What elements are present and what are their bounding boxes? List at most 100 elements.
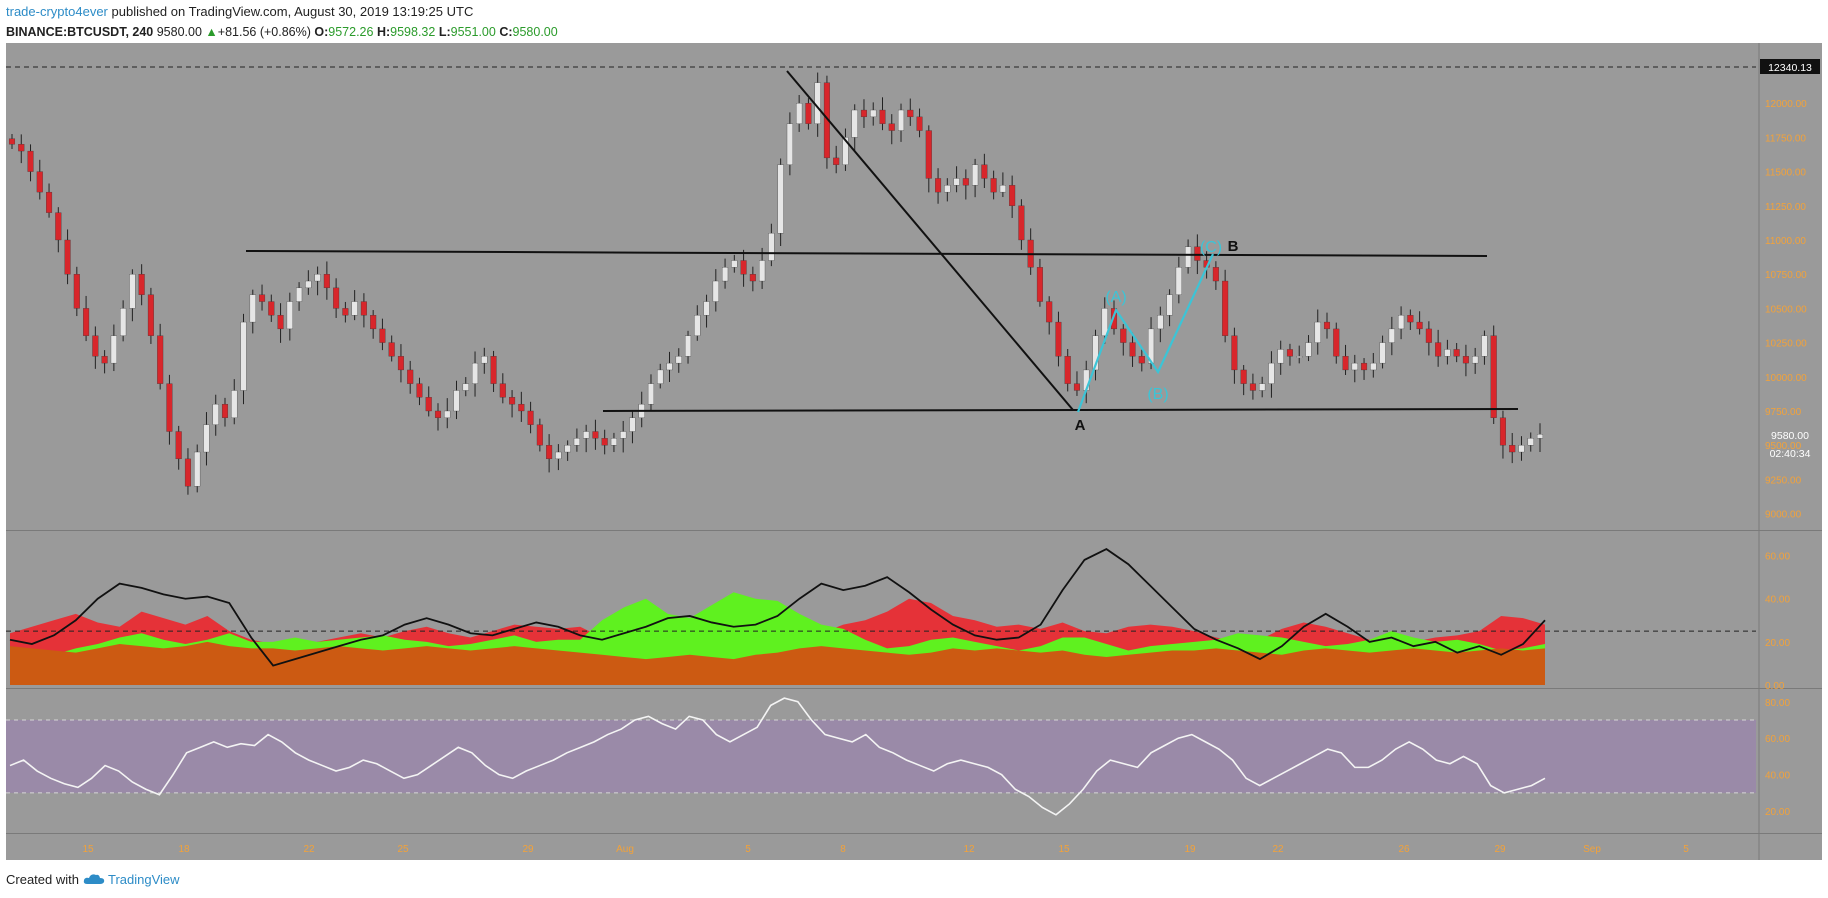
wave-label-A: A [1075, 417, 1086, 434]
candle [296, 287, 303, 302]
tradingview-cloud-icon [83, 874, 104, 884]
adx-tick-label: 0.00 [1765, 681, 1785, 692]
last-price: 9580.00 [156, 25, 202, 39]
published-text: published on TradingView.com, August 30,… [107, 4, 474, 19]
wave-label-paren-B: (B) [1147, 386, 1168, 403]
candle [444, 410, 451, 418]
candle [1231, 335, 1238, 371]
candle [1055, 321, 1062, 357]
candle [1175, 267, 1182, 295]
candle [1435, 342, 1442, 357]
candle [1110, 308, 1118, 330]
candle [212, 403, 219, 425]
rsi-line [9, 697, 1546, 816]
candle [583, 431, 590, 439]
candle [129, 274, 136, 309]
footer: Created with TradingView [6, 872, 180, 887]
candle [434, 410, 442, 418]
candle [305, 280, 312, 289]
wave-label-paren-C: (C) [1200, 239, 1222, 256]
candle [1407, 315, 1414, 323]
change-arrow-icon: ▲ [205, 25, 218, 39]
price-tick-label: 9000.00 [1765, 510, 1802, 521]
trend-line-0 [245, 250, 1488, 257]
candle [379, 328, 386, 343]
candle [666, 362, 673, 371]
candle [546, 445, 553, 460]
candle [981, 164, 988, 179]
countdown-label: 02:40:34 [1770, 448, 1811, 460]
candle [1064, 356, 1071, 384]
high-label: H: [376, 25, 391, 39]
time-tick-label: 25 [397, 844, 409, 855]
candle [972, 164, 979, 186]
candle [564, 445, 571, 453]
candle [490, 356, 497, 384]
candle [592, 431, 599, 439]
adx-tick-label: 40.00 [1765, 595, 1790, 606]
candle [259, 294, 266, 302]
candle [1009, 185, 1016, 206]
candle [472, 362, 479, 384]
candle [935, 178, 942, 193]
candle [1453, 349, 1460, 357]
adx-tick-label: 20.00 [1765, 638, 1790, 649]
trend-line-1 [602, 408, 1519, 412]
candle [55, 212, 62, 241]
candle [1444, 349, 1451, 357]
candle [907, 109, 914, 118]
candle [240, 321, 247, 391]
candle [277, 315, 284, 330]
price-tick-label: 11500.00 [1765, 168, 1806, 179]
rsi-tick-label: 80.00 [1765, 698, 1790, 709]
candle [1240, 369, 1247, 384]
symbol-label[interactable]: BINANCE:BTCUSDT, 240 [6, 25, 154, 39]
candle [1036, 267, 1043, 302]
candle [1481, 335, 1488, 357]
open-label: O: [314, 25, 329, 39]
candles-group [8, 72, 1544, 495]
candle [1129, 342, 1136, 357]
candle [712, 280, 719, 302]
candle [1157, 315, 1164, 330]
tradingview-logo-text[interactable]: TradingView [108, 872, 180, 887]
high-price-label: 12340.13 [1768, 62, 1812, 74]
candle [397, 356, 404, 371]
candle [1314, 321, 1321, 343]
candle [1259, 383, 1266, 391]
candle [647, 383, 655, 405]
adx-line [9, 548, 1546, 667]
candle [1333, 328, 1340, 357]
close-value: 9580.00 [512, 25, 558, 39]
time-tick-label: 22 [1272, 844, 1284, 855]
time-tick-label: 5 [1683, 844, 1689, 855]
price-tick-label: 9250.00 [1765, 475, 1802, 486]
wave-label-B: B [1228, 238, 1239, 255]
time-tick-label: Aug [616, 844, 634, 855]
ohlc-legend: BINANCE:BTCUSDT, 240 9580.00 ▲+81.56 (+0… [6, 24, 558, 40]
candle [194, 451, 201, 487]
candle [388, 342, 395, 357]
author-link[interactable]: trade-crypto4ever [6, 4, 108, 19]
candle [8, 138, 16, 145]
candle [675, 356, 682, 364]
candle [1120, 328, 1127, 343]
candle [249, 294, 256, 323]
candle [370, 315, 377, 330]
candle [1185, 246, 1192, 268]
candle [221, 403, 229, 418]
candle [888, 123, 895, 131]
candle [1249, 383, 1256, 391]
candle [323, 274, 330, 289]
rsi-band [6, 719, 1756, 793]
candle [138, 274, 145, 295]
candle [916, 116, 923, 131]
candle [1296, 356, 1303, 358]
candle [1425, 328, 1432, 343]
candle [573, 438, 580, 446]
high-price-tag [1760, 59, 1820, 74]
candle [351, 301, 358, 316]
price-tick-label: 10000.00 [1765, 373, 1807, 384]
candle [1388, 328, 1395, 343]
